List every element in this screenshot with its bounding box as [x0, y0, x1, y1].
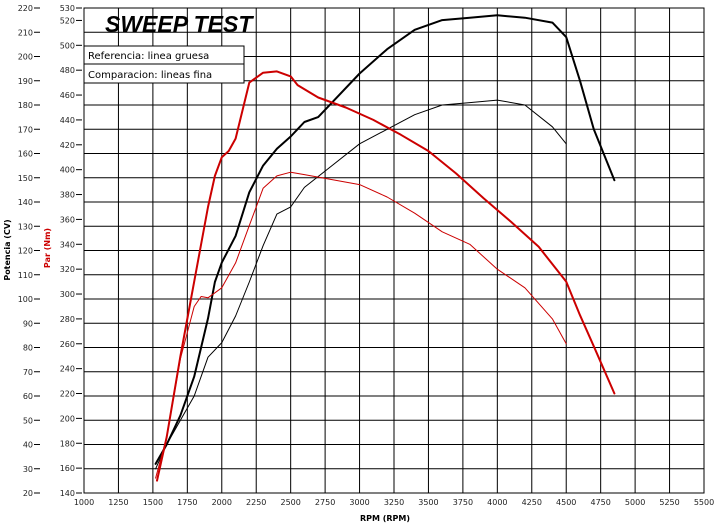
y-right-tick-label: 480: [60, 66, 75, 75]
x-tick-label: 5250: [659, 498, 679, 507]
x-tick-label: 3750: [453, 498, 473, 507]
y-left-tick-label: 50: [23, 416, 33, 425]
x-tick-label: 3000: [349, 498, 369, 507]
y-right-tick-label: 530: [60, 4, 75, 13]
x-tick-label: 2750: [315, 498, 335, 507]
y-left-tick-label: 210: [18, 28, 33, 37]
y-left-tick-label: 40: [23, 441, 33, 450]
y-right-tick-label: 440: [60, 116, 75, 125]
power-comparison-line: [155, 99, 567, 470]
torque-comparison-line: [155, 171, 567, 479]
y-right-tick-label: 380: [60, 191, 75, 200]
y-right-tick-label: 340: [60, 240, 75, 249]
y-left-tick-label: 170: [18, 125, 33, 134]
x-tick-label: 2250: [246, 498, 266, 507]
x-tick-label: 3500: [418, 498, 438, 507]
x-tick-label: 1000: [74, 498, 94, 507]
legend-entry-comparison: Comparacion: lineas fina: [88, 70, 212, 81]
chart-title: SWEEP TEST: [105, 11, 254, 37]
y-left-tick-label: 20: [23, 489, 33, 498]
y-left-tick-label: 80: [23, 344, 33, 353]
y-left-tick-label: 130: [18, 222, 33, 231]
y-right-tick-label: 240: [60, 365, 75, 374]
y-right-tick-label: 200: [60, 414, 75, 423]
y-right-tick-label: 160: [60, 464, 75, 473]
y-right-tick-label: 500: [60, 41, 75, 50]
y-left-tick-label: 140: [18, 198, 33, 207]
power-reference-line: [154, 14, 616, 465]
y-right-tick-label: 180: [60, 439, 75, 448]
y-left-tick-label: 150: [18, 174, 33, 183]
x-tick-label: 4500: [556, 498, 576, 507]
y-left-tick-label: 160: [18, 150, 33, 159]
series-layer: [154, 14, 616, 482]
y-left-tick-label: 60: [23, 392, 33, 401]
ticks-layer: 1000 1250 1500 1750 2000 2250 2500 2750 3000 3250…: [18, 4, 714, 507]
y-right-tick-label: 300: [60, 290, 75, 299]
y-axis-left-label: Potencia (CV): [3, 219, 12, 280]
torque-reference-line: [156, 70, 616, 482]
x-tick-label: 5000: [625, 498, 645, 507]
y-left-tick-label: 220: [18, 4, 33, 13]
x-tick-label: 5500: [694, 498, 714, 507]
x-tick-label: 1500: [143, 498, 163, 507]
y-left-tick-label: 190: [18, 77, 33, 86]
y-left-tick-label: 110: [18, 271, 33, 280]
y-left-tick-label: 200: [18, 53, 33, 62]
x-axis-label: RPM (RPM): [360, 514, 410, 523]
y-right-tick-label: 400: [60, 166, 75, 175]
legend-entry-reference: Referencia: linea gruesa: [88, 51, 209, 62]
legend: Referencia: linea gruesa Comparacion: li…: [83, 45, 245, 84]
x-tick-label: 3250: [384, 498, 404, 507]
y-left-tick-label: 70: [23, 368, 33, 377]
x-tick-label: 1750: [177, 498, 197, 507]
y-right-tick-label: 320: [60, 265, 75, 274]
y-right-tick-label: 460: [60, 91, 75, 100]
y-right-tick-label: 140: [60, 489, 75, 498]
x-tick-label: 4750: [590, 498, 610, 507]
y-right-tick-label: 280: [60, 315, 75, 324]
y-left-tick-label: 100: [18, 295, 33, 304]
x-tick-label: 4250: [522, 498, 542, 507]
y-left-tick-label: 120: [18, 247, 33, 256]
y-right-tick-label: 420: [60, 141, 75, 150]
y-right-tick-label: 260: [60, 340, 75, 349]
y-left-tick-label: 90: [23, 319, 33, 328]
x-tick-label: 2500: [280, 498, 300, 507]
x-tick-label: 1250: [108, 498, 128, 507]
y-right-tick-label: 220: [60, 390, 75, 399]
y-axis-right-label: Par (Nm): [43, 228, 52, 268]
x-tick-label: 4000: [487, 498, 507, 507]
y-right-tick-label: 360: [60, 215, 75, 224]
y-left-tick-label: 30: [23, 465, 33, 474]
y-right-tick-label: 520: [60, 16, 75, 25]
x-tick-label: 2000: [212, 498, 232, 507]
y-left-tick-label: 180: [18, 101, 33, 110]
